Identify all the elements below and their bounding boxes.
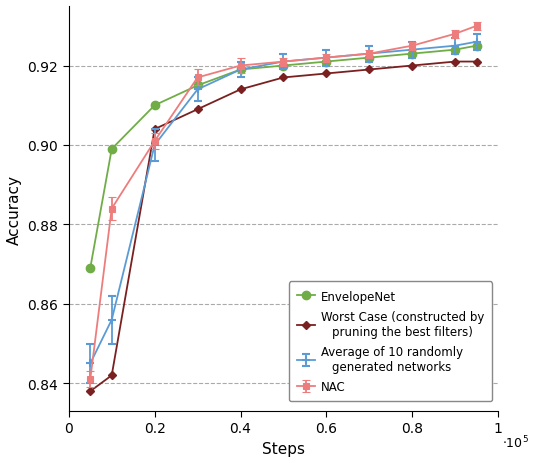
Worst Case (constructed by
pruning the best filters) — [280, 75, 287, 81]
Text: $\cdot10^5$: $\cdot10^5$ — [502, 433, 529, 450]
EnvelopeNet — [452, 48, 458, 53]
EnvelopeNet — [108, 147, 115, 152]
Worst Case (constructed by
pruning the best filters) — [237, 88, 244, 93]
EnvelopeNet — [152, 103, 158, 109]
Line: EnvelopeNet: EnvelopeNet — [86, 43, 481, 273]
EnvelopeNet — [87, 266, 93, 271]
Worst Case (constructed by
pruning the best filters) — [323, 71, 330, 77]
Y-axis label: Accuracy: Accuracy — [7, 174, 22, 244]
EnvelopeNet — [323, 60, 330, 65]
Worst Case (constructed by
pruning the best filters) — [108, 373, 115, 378]
Worst Case (constructed by
pruning the best filters) — [366, 68, 373, 73]
EnvelopeNet — [366, 56, 373, 61]
EnvelopeNet — [409, 52, 415, 57]
EnvelopeNet — [473, 44, 480, 50]
X-axis label: Steps: Steps — [262, 441, 305, 456]
Worst Case (constructed by
pruning the best filters) — [409, 63, 415, 69]
EnvelopeNet — [280, 63, 287, 69]
Worst Case (constructed by
pruning the best filters) — [152, 127, 158, 132]
Worst Case (constructed by
pruning the best filters) — [473, 60, 480, 65]
Legend: EnvelopeNet, Worst Case (constructed by
pruning the best filters), Average of 10: EnvelopeNet, Worst Case (constructed by … — [289, 282, 492, 401]
Worst Case (constructed by
pruning the best filters) — [452, 60, 458, 65]
Worst Case (constructed by
pruning the best filters) — [87, 388, 93, 394]
EnvelopeNet — [237, 68, 244, 73]
Worst Case (constructed by
pruning the best filters) — [195, 107, 201, 113]
Line: Worst Case (constructed by
pruning the best filters): Worst Case (constructed by pruning the b… — [87, 59, 480, 394]
EnvelopeNet — [195, 83, 201, 89]
